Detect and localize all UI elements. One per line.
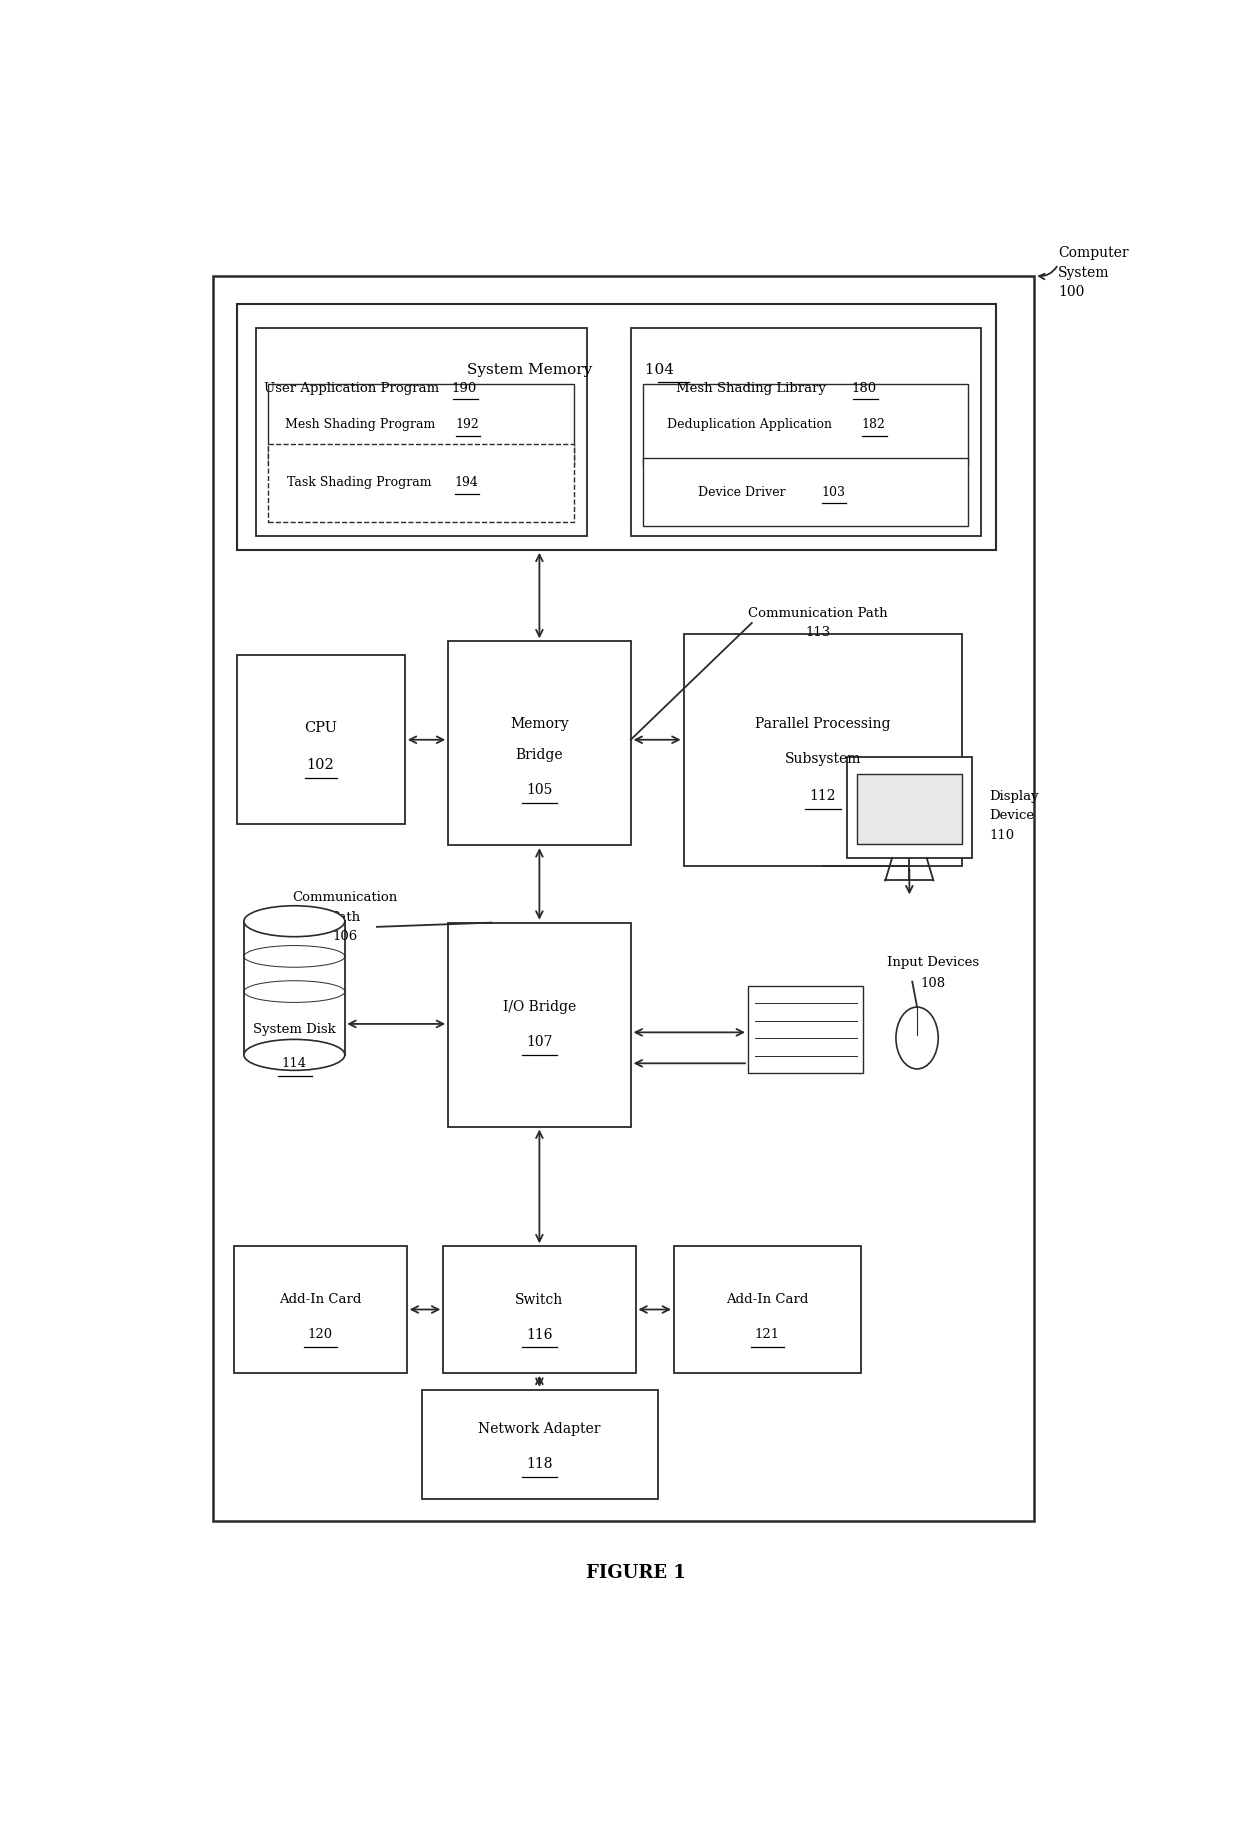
Text: Device Driver: Device Driver [698, 486, 786, 499]
Text: 180: 180 [852, 382, 877, 395]
Text: 104: 104 [635, 364, 675, 376]
Text: 102: 102 [306, 758, 334, 773]
Text: 121: 121 [755, 1328, 780, 1341]
Bar [631, 327, 982, 535]
Bar [444, 1246, 635, 1372]
Text: I/O Bridge: I/O Bridge [502, 999, 577, 1014]
Ellipse shape [244, 906, 345, 937]
Bar [644, 384, 968, 466]
Text: 194: 194 [454, 475, 479, 490]
Text: System: System [1058, 265, 1110, 280]
Bar [675, 1246, 862, 1372]
Text: Mesh Shading Library: Mesh Shading Library [676, 382, 826, 395]
Bar [268, 384, 574, 466]
Text: 108: 108 [921, 977, 946, 990]
Text: Communication Path: Communication Path [748, 607, 888, 619]
Bar [847, 756, 972, 859]
Text: CPU: CPU [304, 722, 337, 736]
Text: 106: 106 [332, 930, 358, 943]
Ellipse shape [244, 1040, 345, 1071]
Text: 112: 112 [810, 789, 836, 804]
Bar [237, 656, 404, 824]
Text: Memory: Memory [510, 718, 569, 731]
Bar [857, 773, 962, 844]
Bar [683, 634, 962, 866]
Text: System Memory: System Memory [467, 364, 593, 376]
Text: Input Devices: Input Devices [888, 956, 980, 968]
Text: Network Adapter: Network Adapter [479, 1421, 600, 1436]
Text: Bridge: Bridge [516, 749, 563, 762]
Text: Subsystem: Subsystem [785, 753, 861, 767]
Bar [448, 923, 631, 1127]
Bar [644, 459, 968, 526]
Text: 113: 113 [806, 627, 831, 639]
Bar [268, 444, 574, 523]
Text: Add-In Card: Add-In Card [279, 1294, 362, 1306]
Text: 114: 114 [281, 1056, 308, 1071]
Text: 182: 182 [862, 418, 885, 431]
Bar [255, 327, 588, 535]
Text: Deduplication Application: Deduplication Application [667, 418, 832, 431]
Text: Add-In Card: Add-In Card [725, 1294, 808, 1306]
Bar [213, 276, 1034, 1520]
Text: System Disk: System Disk [253, 1023, 336, 1036]
Text: 105: 105 [526, 784, 553, 797]
Text: 107: 107 [526, 1036, 553, 1049]
Text: FIGURE 1: FIGURE 1 [585, 1564, 686, 1582]
Text: Path: Path [330, 910, 361, 923]
Bar [748, 987, 863, 1072]
Text: Mesh Shading Program: Mesh Shading Program [284, 418, 435, 431]
Text: Switch: Switch [516, 1294, 563, 1306]
Circle shape [897, 1007, 939, 1069]
Text: User Application Program: User Application Program [264, 382, 439, 395]
Text: Device: Device [990, 809, 1034, 822]
Text: 118: 118 [526, 1458, 553, 1471]
Bar [237, 303, 996, 550]
Bar [448, 641, 631, 846]
Text: Communication: Communication [293, 892, 398, 904]
Bar [234, 1246, 407, 1372]
Text: 120: 120 [308, 1328, 332, 1341]
Text: 103: 103 [821, 486, 846, 499]
Text: 190: 190 [451, 382, 477, 395]
Text: Parallel Processing: Parallel Processing [755, 718, 890, 731]
Text: 110: 110 [990, 829, 1014, 842]
Text: 100: 100 [1058, 285, 1085, 300]
Text: 192: 192 [455, 418, 479, 431]
Text: Task Shading Program: Task Shading Program [288, 475, 432, 490]
Text: Computer: Computer [1058, 247, 1128, 259]
Text: 116: 116 [526, 1328, 553, 1341]
Text: Display: Display [990, 789, 1039, 802]
Bar [422, 1390, 657, 1500]
